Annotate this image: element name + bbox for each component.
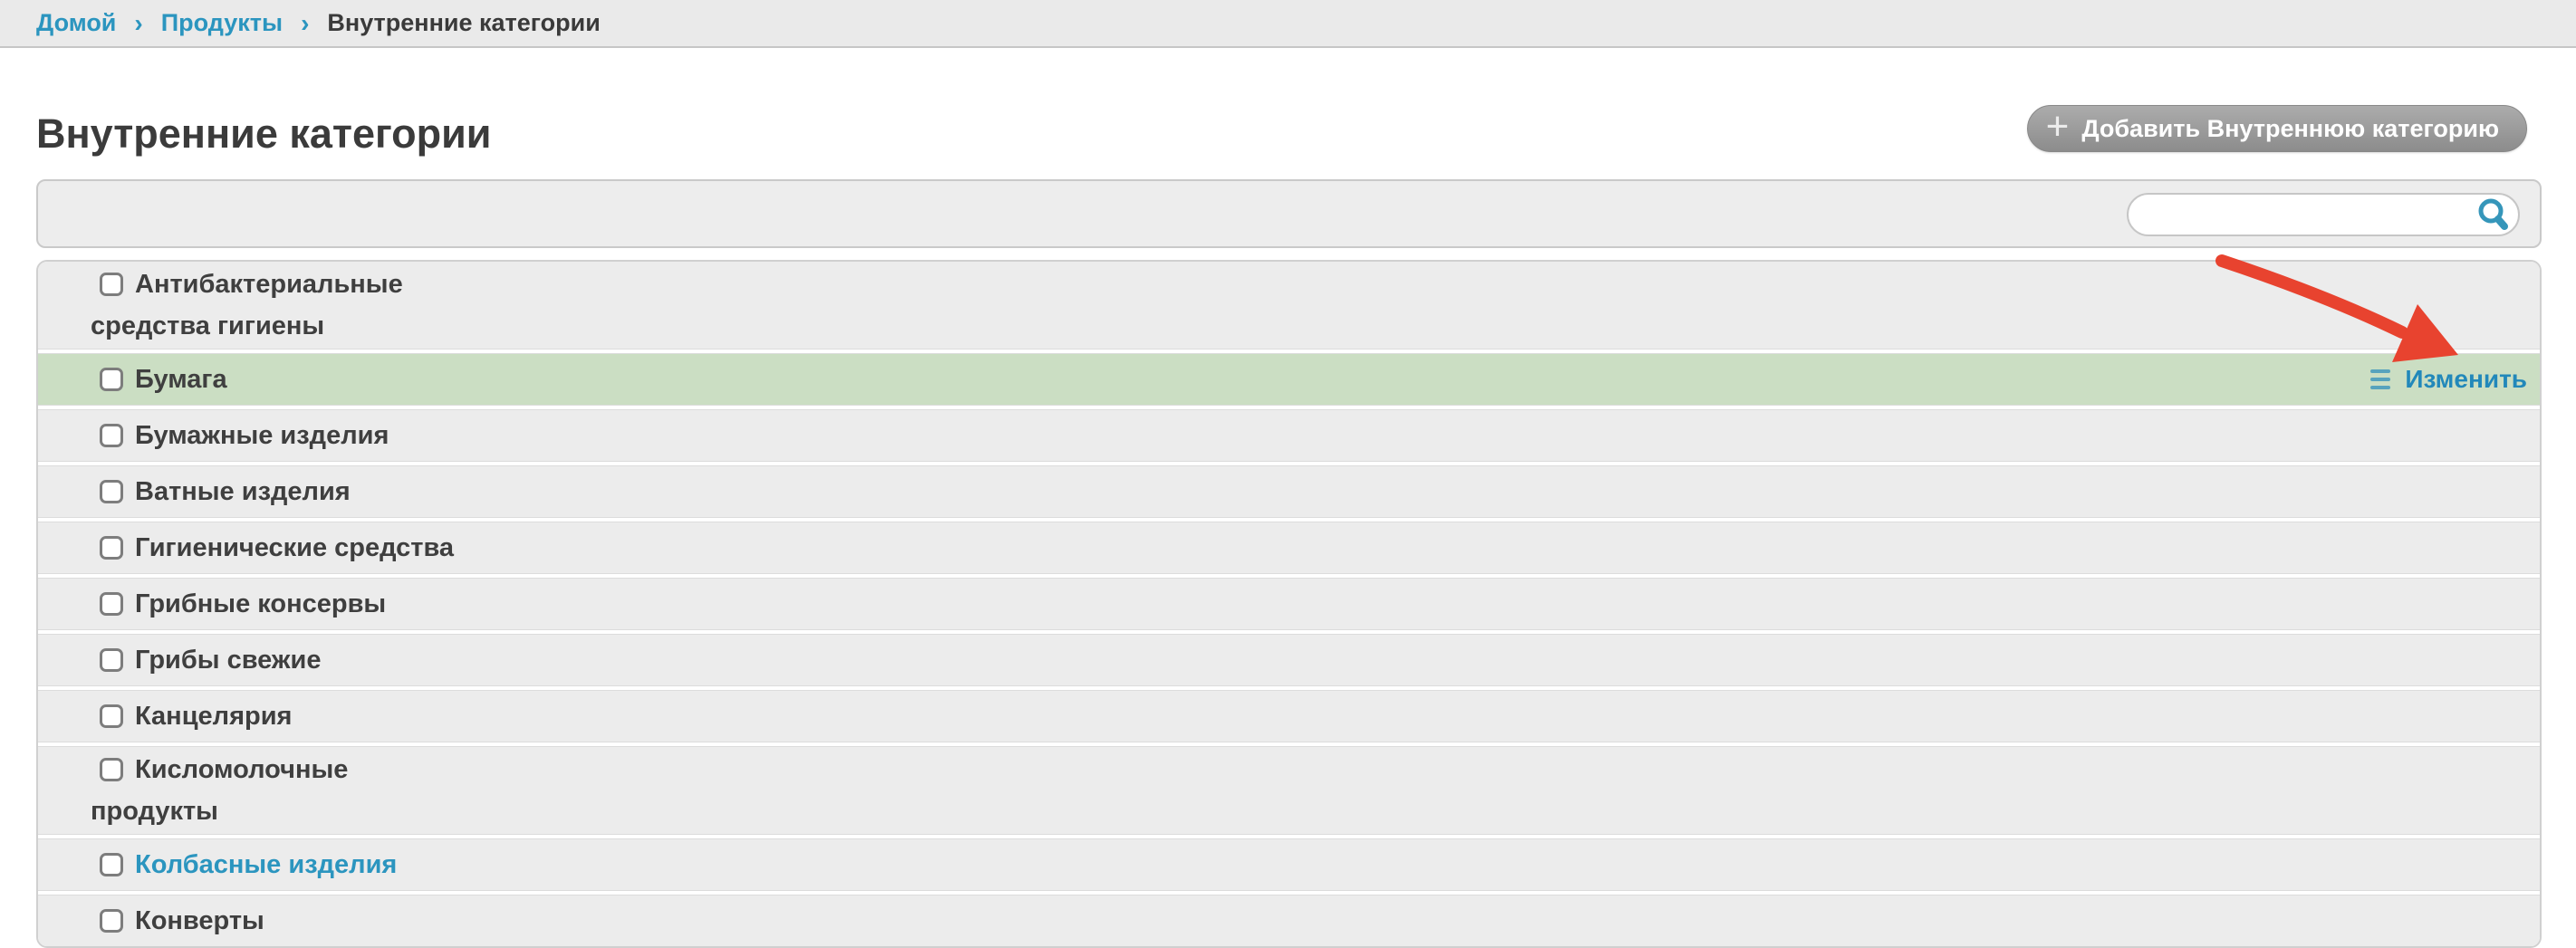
list-item: Бумажные изделия [38, 409, 2540, 462]
chevron-right-icon: › [134, 8, 143, 37]
list-item: Антибактериальные средства гигиены [38, 262, 2540, 350]
row-label[interactable]: Антибактериальные средства гигиены [91, 270, 403, 340]
category-list: Антибактериальные средства гигиены Бумаг… [36, 260, 2542, 948]
row-label[interactable]: Бумага [135, 365, 227, 394]
row-checkbox[interactable] [100, 909, 123, 933]
row-checkbox[interactable] [100, 273, 123, 296]
breadcrumb-link-home[interactable]: Домой [36, 9, 117, 36]
edit-link-label: Изменить [2405, 365, 2527, 393]
row-label[interactable]: Ватные изделия [135, 477, 351, 506]
search-box [2127, 193, 2520, 236]
row-label[interactable]: Конверты [135, 906, 264, 935]
row-content: Колбасные изделия [91, 842, 480, 887]
list-item: Колбасные изделия [38, 838, 2540, 891]
row-content: Грибы свежие [91, 637, 480, 683]
row-checkbox[interactable] [100, 368, 123, 391]
row-checkbox[interactable] [100, 758, 123, 781]
row-content: Конверты [91, 898, 480, 943]
chevron-right-icon: › [301, 8, 310, 37]
row-content: Грибные консервы [91, 581, 480, 627]
row-checkbox[interactable] [100, 648, 123, 672]
row-label[interactable]: Кисломолочные продукты [91, 755, 349, 826]
list-item: Грибные консервы [38, 578, 2540, 630]
row-label[interactable]: Колбасные изделия [135, 850, 398, 879]
row-content: Бумага [91, 357, 480, 402]
list-item: Конверты [38, 895, 2540, 946]
row-label[interactable]: Гигиенические средства [135, 533, 455, 562]
list-item: Гигиенические средства [38, 522, 2540, 574]
row-content: Кисломолочные продукты [91, 747, 480, 834]
row-checkbox[interactable] [100, 592, 123, 616]
breadcrumb-link-products[interactable]: Продукты [160, 9, 284, 36]
row-content: Антибактериальные средства гигиены [91, 262, 480, 349]
row-content: Ватные изделия [91, 469, 480, 514]
list-item: Кисломолочные продукты [38, 746, 2540, 835]
row-content: Канцелярия [91, 694, 480, 739]
edit-link[interactable]: Изменить [2405, 365, 2527, 394]
breadcrumb: Домой › Продукты › Внутренние категории [0, 0, 2576, 48]
search-icon[interactable] [2475, 196, 2513, 234]
row-actions: Изменить [2370, 365, 2527, 394]
breadcrumb-current: Внутренние категории [327, 9, 601, 36]
row-checkbox[interactable] [100, 853, 123, 876]
row-label[interactable]: Бумажные изделия [135, 421, 389, 450]
row-checkbox[interactable] [100, 424, 123, 447]
page-title: Внутренние категории [36, 110, 492, 157]
row-label[interactable]: Грибы свежие [135, 646, 322, 675]
row-content: Гигиенические средства [91, 525, 480, 570]
add-category-button-label: Добавить Внутреннюю категорию [2081, 114, 2499, 142]
row-label[interactable]: Грибные консервы [135, 589, 387, 618]
list-item: Грибы свежие [38, 634, 2540, 686]
row-checkbox[interactable] [100, 536, 123, 560]
list-item: Канцелярия [38, 690, 2540, 742]
list-item: Ватные изделия [38, 465, 2540, 518]
row-checkbox[interactable] [100, 704, 123, 728]
row-checkbox[interactable] [100, 480, 123, 503]
row-content: Бумажные изделия [91, 413, 480, 458]
row-label[interactable]: Канцелярия [135, 702, 293, 731]
search-input[interactable] [2127, 193, 2520, 236]
menu-icon[interactable] [2370, 369, 2391, 389]
add-category-button[interactable]: + Добавить Внутреннюю категорию [2026, 103, 2527, 152]
list-toolbar [36, 179, 2542, 248]
list-item: Бумага Изменить [38, 353, 2540, 406]
plus-icon: + [2045, 103, 2070, 148]
